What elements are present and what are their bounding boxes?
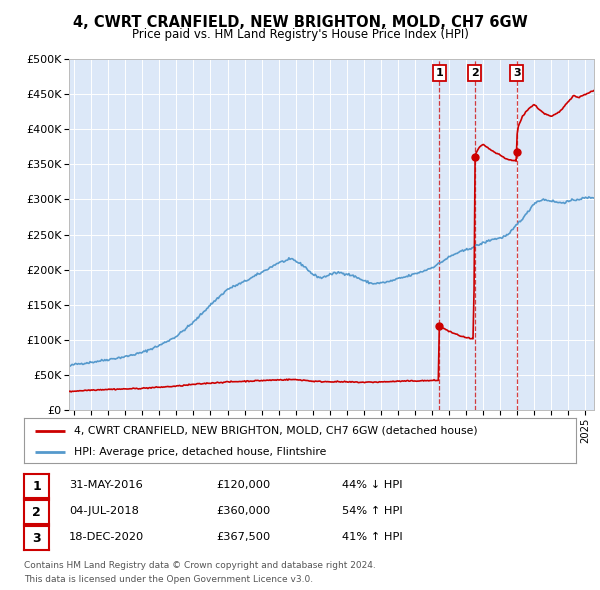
Text: £360,000: £360,000	[216, 506, 270, 516]
Text: HPI: Average price, detached house, Flintshire: HPI: Average price, detached house, Flin…	[74, 447, 326, 457]
Text: 54% ↑ HPI: 54% ↑ HPI	[342, 506, 403, 516]
Text: 3: 3	[513, 68, 521, 78]
Text: 2: 2	[32, 506, 41, 519]
Text: £120,000: £120,000	[216, 480, 270, 490]
Text: 4, CWRT CRANFIELD, NEW BRIGHTON, MOLD, CH7 6GW (detached house): 4, CWRT CRANFIELD, NEW BRIGHTON, MOLD, C…	[74, 426, 478, 436]
Text: 2: 2	[471, 68, 479, 78]
Text: 4, CWRT CRANFIELD, NEW BRIGHTON, MOLD, CH7 6GW: 4, CWRT CRANFIELD, NEW BRIGHTON, MOLD, C…	[73, 15, 527, 30]
Text: Contains HM Land Registry data © Crown copyright and database right 2024.: Contains HM Land Registry data © Crown c…	[24, 561, 376, 570]
Text: This data is licensed under the Open Government Licence v3.0.: This data is licensed under the Open Gov…	[24, 575, 313, 584]
Text: 04-JUL-2018: 04-JUL-2018	[69, 506, 139, 516]
Text: 44% ↓ HPI: 44% ↓ HPI	[342, 480, 403, 490]
Text: 3: 3	[32, 532, 41, 545]
Text: 41% ↑ HPI: 41% ↑ HPI	[342, 532, 403, 542]
Text: £367,500: £367,500	[216, 532, 270, 542]
Text: 31-MAY-2016: 31-MAY-2016	[69, 480, 143, 490]
Text: 1: 1	[32, 480, 41, 493]
Text: 18-DEC-2020: 18-DEC-2020	[69, 532, 144, 542]
Text: Price paid vs. HM Land Registry's House Price Index (HPI): Price paid vs. HM Land Registry's House …	[131, 28, 469, 41]
Text: 1: 1	[436, 68, 443, 78]
